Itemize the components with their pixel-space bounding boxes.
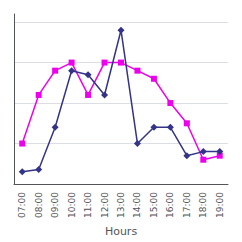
- svg-text:14:00: 14:00: [132, 192, 142, 218]
- svg-text:09:00: 09:00: [50, 192, 60, 218]
- svg-text:12:00: 12:00: [100, 192, 110, 218]
- svg-text:07:00: 07:00: [17, 192, 27, 218]
- svg-text:15:00: 15:00: [149, 192, 159, 218]
- svg-text:17:00: 17:00: [182, 192, 192, 218]
- svg-text:13:00: 13:00: [116, 192, 126, 218]
- svg-text:Hours: Hours: [105, 225, 137, 238]
- svg-text:19:00: 19:00: [215, 192, 225, 218]
- svg-text:18:00: 18:00: [198, 192, 208, 218]
- svg-text:08:00: 08:00: [34, 192, 44, 218]
- svg-text:11:00: 11:00: [83, 192, 93, 218]
- svg-text:16:00: 16:00: [165, 192, 175, 218]
- svg-text:10:00: 10:00: [67, 192, 77, 218]
